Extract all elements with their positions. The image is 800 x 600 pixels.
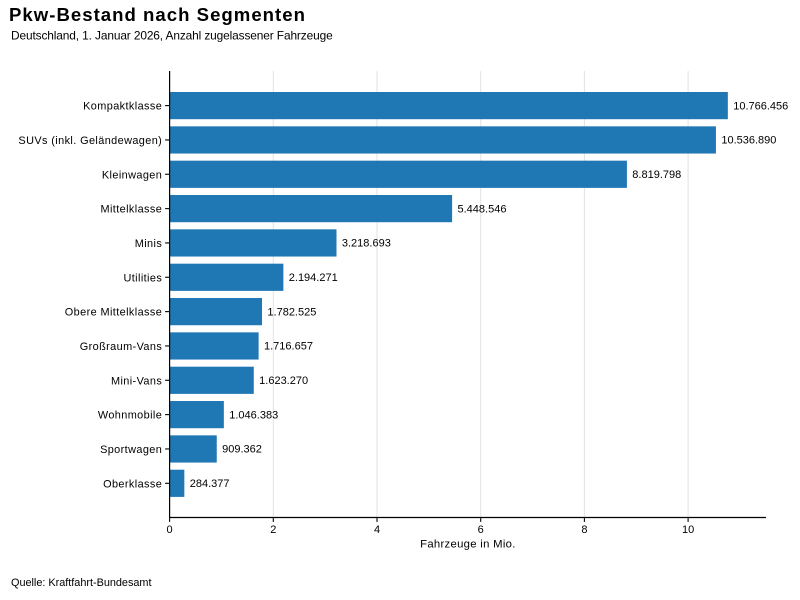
svg-text:8.819.798: 8.819.798 — [632, 169, 681, 181]
svg-text:Pkw-Bestand nach Segmenten: Pkw-Bestand nach Segmenten — [9, 4, 306, 25]
svg-text:Wohnmobile: Wohnmobile — [98, 410, 162, 422]
svg-text:909.362: 909.362 — [222, 444, 262, 456]
svg-text:Kompaktklasse: Kompaktklasse — [83, 101, 162, 113]
svg-text:0: 0 — [167, 524, 173, 536]
svg-text:Großraum-Vans: Großraum-Vans — [80, 341, 163, 353]
svg-text:Minis: Minis — [135, 238, 163, 250]
svg-text:6: 6 — [478, 524, 484, 536]
svg-text:Utilities: Utilities — [123, 272, 162, 284]
svg-text:SUVs (inkl. Geländewagen): SUVs (inkl. Geländewagen) — [18, 135, 162, 147]
svg-text:10: 10 — [682, 524, 694, 536]
svg-text:3.218.693: 3.218.693 — [342, 238, 391, 250]
svg-text:284.377: 284.377 — [190, 478, 230, 490]
svg-text:1.046.383: 1.046.383 — [229, 409, 278, 421]
svg-text:2: 2 — [270, 524, 276, 536]
svg-text:4: 4 — [374, 524, 380, 536]
svg-text:Oberklasse: Oberklasse — [103, 478, 162, 490]
svg-text:10.536.890: 10.536.890 — [721, 135, 776, 147]
svg-text:1.716.657: 1.716.657 — [264, 341, 313, 353]
svg-text:Sportwagen: Sportwagen — [100, 444, 162, 456]
svg-text:5.448.546: 5.448.546 — [458, 203, 507, 215]
svg-text:1.782.525: 1.782.525 — [267, 306, 316, 318]
svg-text:8: 8 — [581, 524, 587, 536]
svg-text:Kleinwagen: Kleinwagen — [102, 169, 162, 181]
svg-text:Obere Mittelklasse: Obere Mittelklasse — [65, 307, 162, 319]
svg-text:Fahrzeuge in Mio.: Fahrzeuge in Mio. — [420, 538, 516, 550]
svg-text:1.623.270: 1.623.270 — [259, 375, 308, 387]
svg-text:10.766.456: 10.766.456 — [733, 100, 788, 112]
svg-text:Mini-Vans: Mini-Vans — [111, 375, 162, 387]
svg-text:2.194.271: 2.194.271 — [289, 272, 338, 284]
svg-text:Deutschland, 1. Januar 2026, A: Deutschland, 1. Januar 2026, Anzahl zuge… — [11, 28, 333, 42]
svg-text:Mittelklasse: Mittelklasse — [100, 204, 162, 216]
svg-text:Quelle: Kraftfahrt-Bundesamt: Quelle: Kraftfahrt-Bundesamt — [11, 577, 151, 589]
